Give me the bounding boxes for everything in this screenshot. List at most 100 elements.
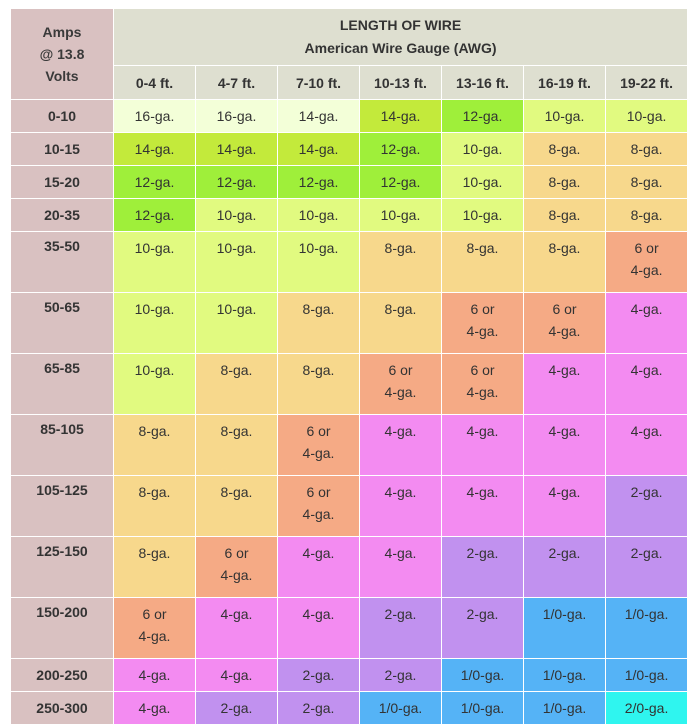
gauge-cell: 1/0-ga. [604, 597, 689, 659]
gauge-cell: 16-ga. [195, 99, 278, 133]
amps-range-cell: 105-125 [10, 475, 114, 537]
gauge-cell: 2-ga. [604, 475, 689, 537]
gauge-cell: 4-ga. [195, 597, 278, 659]
gauge-cell: 8-ga. [113, 414, 196, 476]
gauge-cell: 6 or 4-ga. [441, 353, 524, 415]
gauge-cell: 12-ga. [113, 198, 196, 232]
length-column-header: 13-16 ft. [441, 65, 524, 100]
table-body: 0-10 16-ga. 16-ga. 14-ga. 14-ga. 12-ga. 10-ga.… [10, 99, 689, 725]
gauge-cell-line: 6 or [470, 362, 495, 378]
gauge-cell: 8-ga. [195, 414, 278, 476]
gauge-cell-line: 6 or [224, 545, 249, 561]
gauge-cell: 4-ga. [441, 414, 524, 476]
gauge-cell: 1/0-ga. [604, 658, 689, 692]
gauge-cell: 10-ga. [113, 353, 196, 415]
gauge-cell: 6 or 4-ga. [359, 353, 442, 415]
gauge-cell: 4-ga. [277, 597, 360, 659]
gauge-cell: 10-ga. [195, 231, 278, 293]
gauge-cell: 8-ga. [604, 165, 689, 199]
gauge-cell: 14-ga. [277, 132, 360, 166]
gauge-cell: 4-ga. [523, 414, 606, 476]
table-row: 15-20 12-ga. 12-ga. 12-ga. 12-ga. 10-ga. 8-ga.… [10, 165, 689, 199]
gauge-cell: 2-ga. [277, 691, 360, 725]
gauge-cell: 10-ga. [441, 165, 524, 199]
gauge-cell-line: 4-ga. [384, 384, 417, 400]
gauge-cell-line: 4-ga. [466, 384, 499, 400]
amps-range-cell: 200-250 [10, 658, 114, 692]
gauge-cell: 8-ga. [604, 198, 689, 232]
gauge-cell: 10-ga. [604, 99, 689, 133]
gauge-cell: 4-ga. [523, 475, 606, 537]
table-row: 10-15 14-ga. 14-ga. 14-ga. 12-ga. 10-ga. 8-ga.… [10, 132, 689, 166]
gauge-cell: 16-ga. [113, 99, 196, 133]
awg-table: Amps @ 13.8 Volts LENGTH OF WIRE America… [10, 8, 689, 725]
gauge-cell: 1/0-ga. [523, 691, 606, 725]
gauge-cell: 14-ga. [359, 99, 442, 133]
amps-range-cell: 15-20 [10, 165, 114, 199]
table-row: 20-35 12-ga. 10-ga. 10-ga. 10-ga. 10-ga. 8-ga.… [10, 198, 689, 232]
gauge-cell: 12-ga. [113, 165, 196, 199]
length-header: LENGTH OF WIRE American Wire Gauge (AWG) [112, 8, 689, 66]
amps-column-header: Amps @ 13.8 Volts [10, 8, 114, 100]
gauge-cell: 4-ga. [113, 691, 196, 725]
gauge-cell-line: 4-ga. [548, 323, 581, 339]
gauge-cell: 14-ga. [277, 99, 360, 133]
wire-gauge-chart: Amps @ 13.8 Volts LENGTH OF WIRE America… [10, 8, 689, 725]
gauge-cell: 8-ga. [277, 292, 360, 354]
table-row: 35-50 10-ga. 10-ga. 10-ga. 8-ga. 8-ga. 8-ga. 6 … [10, 231, 689, 293]
table-row: 65-85 10-ga. 8-ga. 8-ga. 6 or 4-ga. 6 or 4-ga. 4… [10, 353, 689, 415]
amps-range-cell: 10-15 [10, 132, 114, 166]
gauge-cell: 8-ga. [359, 231, 442, 293]
table-subtitle: American Wire Gauge (AWG) [304, 40, 497, 56]
gauge-cell: 2-ga. [277, 658, 360, 692]
gauge-cell: 10-ga. [195, 198, 278, 232]
table-row: 0-10 16-ga. 16-ga. 14-ga. 14-ga. 12-ga. 10-ga.… [10, 99, 689, 133]
gauge-cell: 6 or 4-ga. [113, 597, 196, 659]
length-column-header: 16-19 ft. [523, 65, 606, 100]
gauge-cell: 2/0-ga. [604, 691, 689, 725]
gauge-cell-line: 4-ga. [220, 567, 253, 583]
gauge-cell: 8-ga. [113, 475, 196, 537]
gauge-cell-line: 4-ga. [630, 262, 663, 278]
amps-range-cell: 250-300 [10, 691, 114, 725]
length-column-header: 19-22 ft. [604, 65, 689, 100]
amps-range-cell: 125-150 [10, 536, 114, 598]
gauge-cell: 2-ga. [359, 658, 442, 692]
gauge-cell: 1/0-ga. [441, 691, 524, 725]
gauge-cell: 6 or 4-ga. [277, 475, 360, 537]
amps-range-cell: 20-35 [10, 198, 114, 232]
gauge-cell: 2-ga. [523, 536, 606, 598]
gauge-cell-line: 6 or [306, 484, 331, 500]
gauge-cell: 8-ga. [195, 353, 278, 415]
gauge-cell: 8-ga. [604, 132, 689, 166]
gauge-cell: 1/0-ga. [523, 658, 606, 692]
gauge-cell: 4-ga. [604, 414, 689, 476]
gauge-cell: 4-ga. [359, 536, 442, 598]
gauge-cell: 12-ga. [195, 165, 278, 199]
length-column-header: 7-10 ft. [277, 65, 360, 100]
gauge-cell: 10-ga. [277, 231, 360, 293]
gauge-cell: 10-ga. [441, 198, 524, 232]
amps-header-line: @ 13.8 [39, 46, 85, 62]
gauge-cell: 2-ga. [441, 597, 524, 659]
gauge-cell: 4-ga. [523, 353, 606, 415]
gauge-cell: 1/0-ga. [523, 597, 606, 659]
gauge-cell: 10-ga. [359, 198, 442, 232]
gauge-cell-line: 6 or [470, 301, 495, 317]
gauge-cell: 1/0-ga. [359, 691, 442, 725]
gauge-cell: 6 or 4-ga. [277, 414, 360, 476]
gauge-cell: 2-ga. [441, 536, 524, 598]
gauge-cell: 12-ga. [277, 165, 360, 199]
gauge-cell-line: 6 or [142, 606, 167, 622]
gauge-cell: 8-ga. [195, 475, 278, 537]
gauge-cell: 6 or 4-ga. [604, 231, 689, 293]
gauge-cell: 8-ga. [523, 198, 606, 232]
gauge-cell-line: 4-ga. [466, 323, 499, 339]
gauge-cell: 4-ga. [604, 292, 689, 354]
gauge-cell: 4-ga. [359, 414, 442, 476]
gauge-cell-line: 6 or [552, 301, 577, 317]
gauge-cell: 8-ga. [359, 292, 442, 354]
gauge-cell-line: 4-ga. [138, 628, 171, 644]
gauge-cell: 4-ga. [277, 536, 360, 598]
gauge-cell: 2-ga. [604, 536, 689, 598]
